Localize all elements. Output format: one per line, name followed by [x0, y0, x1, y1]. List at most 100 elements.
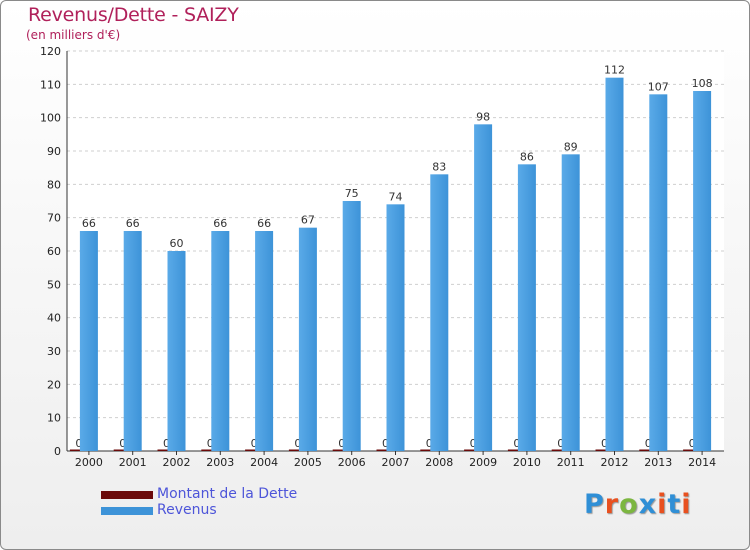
data-label-dette: 0 [557, 437, 564, 450]
y-tick-label: 30 [47, 345, 61, 358]
bar-dette [595, 449, 614, 451]
bar-dette [157, 449, 176, 451]
bar-dette [639, 449, 658, 451]
bar-revenus [693, 91, 712, 451]
x-tick-label: 2000 [75, 456, 103, 469]
bar-revenus [517, 164, 536, 452]
y-tick-label: 100 [40, 112, 61, 125]
y-tick-label: 40 [47, 312, 61, 325]
bar-revenus [430, 174, 449, 452]
logo-letter: x [638, 489, 658, 520]
data-label-revenus: 66 [126, 217, 140, 230]
data-label-revenus: 108 [692, 77, 713, 90]
y-tick-label: 0 [54, 445, 61, 458]
x-tick-label: 2012 [601, 456, 629, 469]
bar-revenus [605, 77, 624, 452]
logo-letter: i [681, 489, 692, 520]
data-label-dette: 0 [119, 437, 126, 450]
logo-letter: o [619, 489, 639, 520]
data-label-dette: 0 [426, 437, 433, 450]
bar-dette [69, 449, 88, 451]
data-label-dette: 0 [382, 437, 389, 450]
x-tick-label: 2013 [644, 456, 672, 469]
bar-dette [376, 449, 395, 451]
x-tick-label: 2008 [425, 456, 453, 469]
legend-swatch-revenus [101, 507, 153, 515]
logo-letter: t [667, 489, 682, 520]
bar-dette [245, 449, 264, 451]
chart-title: Revenus/Dette - SAIZY [28, 4, 239, 26]
y-tick-label: 70 [47, 212, 61, 225]
data-label-dette: 0 [689, 437, 696, 450]
bar-revenus [123, 231, 142, 451]
data-label-revenus: 89 [564, 140, 578, 153]
data-label-dette: 0 [338, 437, 345, 450]
data-label-revenus: 86 [520, 150, 534, 163]
data-label-dette: 0 [601, 437, 608, 450]
data-label-revenus: 66 [213, 217, 227, 230]
x-tick-label: 2001 [119, 456, 147, 469]
legend-swatch-dette [101, 491, 153, 499]
x-tick-label: 2006 [338, 456, 366, 469]
data-label-revenus: 75 [345, 187, 359, 200]
bar-revenus [298, 227, 317, 451]
y-tick-label: 120 [40, 45, 61, 58]
x-tick-label: 2010 [513, 456, 541, 469]
data-label-revenus: 60 [170, 237, 184, 250]
bar-dette [201, 449, 220, 451]
x-tick-label: 2004 [250, 456, 278, 469]
logo-letter: i [657, 489, 668, 520]
data-label-dette: 0 [75, 437, 82, 450]
chart-subtitle: (en milliers d'€) [26, 28, 121, 42]
data-label-revenus: 83 [432, 160, 446, 173]
bar-revenus [649, 94, 668, 451]
x-tick-label: 2011 [557, 456, 585, 469]
data-label-dette: 0 [470, 437, 477, 450]
x-tick-label: 2007 [382, 456, 410, 469]
bar-revenus [167, 251, 186, 451]
y-tick-label: 110 [40, 78, 61, 91]
data-label-revenus: 67 [301, 214, 315, 227]
proxiti-logo: Proxiti [584, 489, 692, 520]
data-label-revenus: 66 [82, 217, 96, 230]
legend-label-revenus: Revenus [157, 502, 217, 518]
x-tick-label: 2003 [206, 456, 234, 469]
data-label-revenus: 74 [389, 190, 403, 203]
bar-revenus [79, 231, 98, 451]
data-label-dette: 0 [294, 437, 301, 450]
data-label-dette: 0 [163, 437, 170, 450]
data-label-dette: 0 [513, 437, 520, 450]
x-tick-label: 2014 [688, 456, 716, 469]
bar-dette [113, 449, 132, 451]
legend-label-dette: Montant de la Dette [157, 486, 298, 502]
y-tick-label: 60 [47, 245, 61, 258]
bar-revenus [211, 231, 230, 451]
y-tick-label: 50 [47, 278, 61, 291]
data-label-revenus: 107 [648, 80, 669, 93]
x-tick-label: 2002 [163, 456, 191, 469]
bar-dette [332, 449, 351, 451]
bar-revenus [561, 154, 580, 452]
y-tick-label: 80 [47, 178, 61, 191]
bar-revenus [474, 124, 493, 451]
y-tick-label: 20 [47, 378, 61, 391]
data-label-revenus: 66 [257, 217, 271, 230]
y-tick-label: 90 [47, 145, 61, 158]
bar-dette [420, 449, 439, 451]
data-label-dette: 0 [207, 437, 214, 450]
bar-dette [683, 449, 702, 451]
bar-dette [551, 449, 570, 451]
data-label-dette: 0 [251, 437, 258, 450]
logo-letter: r [604, 489, 620, 520]
x-tick-label: 2005 [294, 456, 322, 469]
bar-dette [507, 449, 526, 451]
bar-revenus [386, 204, 405, 451]
x-tick-label: 2009 [469, 456, 497, 469]
logo-letter: P [584, 489, 605, 520]
bar-revenus [255, 231, 274, 451]
data-label-dette: 0 [645, 437, 652, 450]
data-label-revenus: 98 [476, 110, 490, 123]
data-label-revenus: 112 [604, 64, 625, 77]
